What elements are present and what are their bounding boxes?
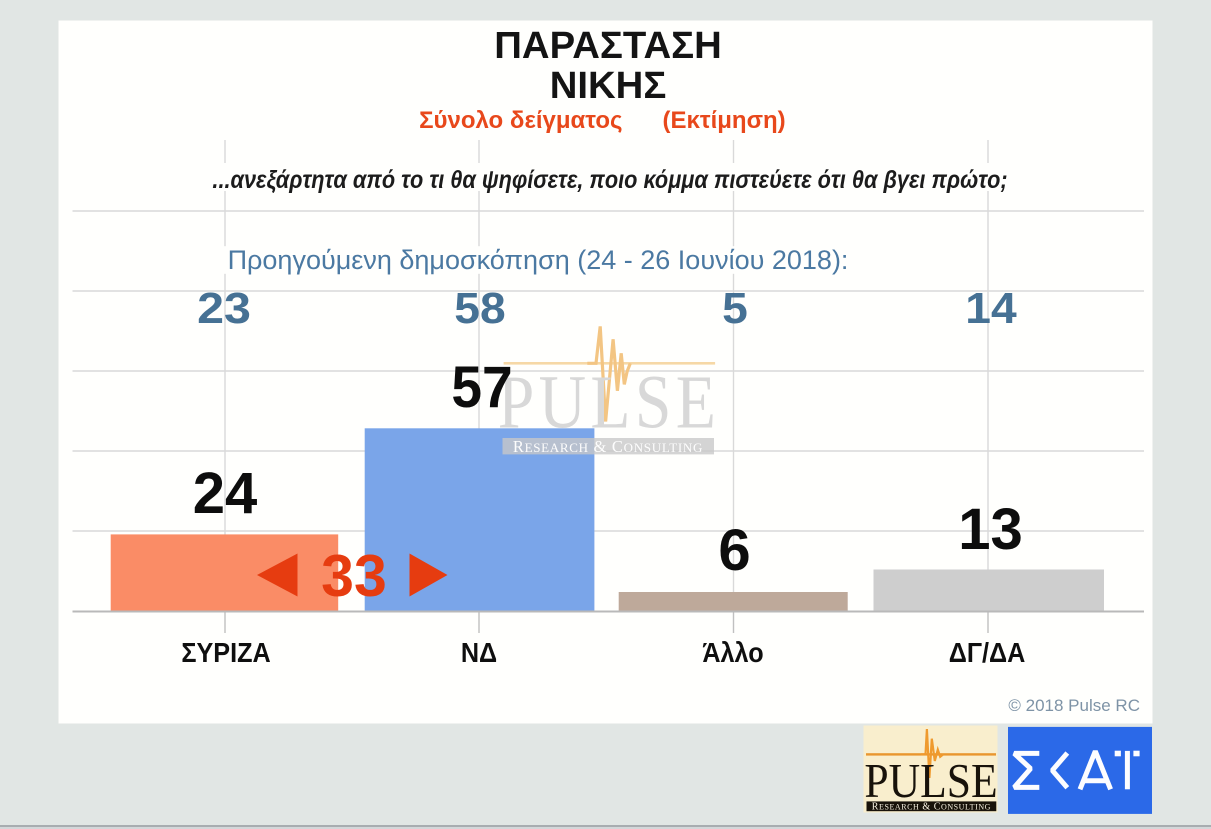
svg-text:PULSE: PULSE bbox=[864, 755, 997, 809]
svg-text:PULSE: PULSE bbox=[498, 361, 721, 444]
svg-text:RESEARCH & CONSULTING: RESEARCH & CONSULTING bbox=[513, 437, 703, 456]
svg-text:RESEARCH & CONSULTING: RESEARCH & CONSULTING bbox=[872, 802, 991, 813]
